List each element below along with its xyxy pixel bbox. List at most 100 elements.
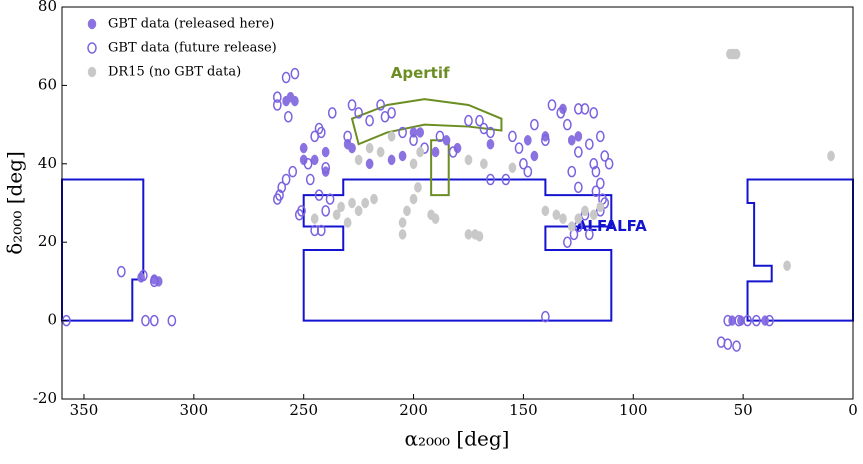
data-point bbox=[272, 91, 282, 103]
data-point bbox=[486, 126, 495, 139]
data-point bbox=[138, 269, 148, 282]
region-label: ALFALFA bbox=[576, 217, 647, 235]
x-tick-label: 250 bbox=[289, 401, 318, 419]
data-point bbox=[547, 99, 557, 111]
x-tick-label: 200 bbox=[399, 401, 428, 419]
data-point bbox=[409, 134, 418, 147]
data-point bbox=[305, 173, 315, 186]
data-point bbox=[574, 213, 583, 224]
data-point bbox=[523, 135, 532, 146]
data-point bbox=[398, 217, 407, 228]
data-point bbox=[501, 173, 511, 186]
data-point bbox=[530, 118, 539, 131]
data-point bbox=[354, 154, 363, 166]
data-point bbox=[272, 99, 282, 111]
data-point bbox=[480, 158, 488, 170]
legend-marker bbox=[87, 42, 97, 54]
data-point bbox=[523, 165, 533, 178]
data-point bbox=[398, 150, 407, 162]
y-tick-label: 20 bbox=[38, 232, 57, 250]
data-point bbox=[365, 142, 374, 154]
data-point bbox=[751, 314, 761, 327]
data-point bbox=[519, 158, 528, 170]
data-point bbox=[398, 126, 407, 139]
region-outline bbox=[61, 178, 145, 322]
data-point bbox=[596, 201, 605, 213]
x-tick-label: 0 bbox=[848, 401, 858, 419]
x-tick-label: 100 bbox=[619, 401, 648, 419]
data-point bbox=[589, 209, 598, 221]
data-point bbox=[387, 107, 396, 119]
data-point bbox=[827, 150, 835, 162]
data-point bbox=[475, 114, 484, 127]
data-point bbox=[541, 131, 550, 142]
data-point bbox=[591, 165, 601, 178]
data-point bbox=[541, 310, 550, 323]
data-point bbox=[354, 107, 363, 119]
region-outline bbox=[746, 178, 854, 322]
data-point bbox=[416, 127, 424, 138]
data-point bbox=[556, 107, 566, 119]
data-point bbox=[303, 158, 313, 170]
x-axis-label: α₂₀₀₀ [deg] bbox=[405, 427, 510, 451]
data-point bbox=[283, 111, 293, 123]
data-point bbox=[347, 99, 357, 111]
data-point bbox=[563, 236, 572, 248]
data-point bbox=[567, 165, 577, 178]
data-point bbox=[387, 154, 396, 166]
legend-label: GBT data (future release) bbox=[108, 41, 277, 56]
data-point bbox=[290, 67, 300, 80]
data-point bbox=[765, 314, 774, 327]
legend-label: DR15 (no GBT data) bbox=[108, 65, 241, 80]
x-tick-label: 150 bbox=[509, 401, 538, 419]
data-point bbox=[288, 165, 298, 178]
data-point bbox=[732, 48, 741, 60]
data-point bbox=[387, 131, 396, 142]
data-point bbox=[604, 158, 614, 170]
data-point bbox=[567, 221, 576, 232]
region-outline bbox=[350, 98, 503, 146]
data-point bbox=[464, 154, 473, 166]
data-point bbox=[376, 146, 385, 158]
data-point bbox=[508, 130, 517, 143]
data-point bbox=[761, 315, 769, 326]
data-point bbox=[563, 118, 572, 131]
data-point bbox=[573, 181, 583, 194]
data-point bbox=[541, 134, 550, 147]
data-point bbox=[348, 142, 356, 154]
data-point bbox=[316, 126, 326, 139]
data-point bbox=[354, 205, 363, 217]
data-point bbox=[343, 130, 352, 143]
data-point bbox=[541, 205, 550, 217]
data-point bbox=[486, 138, 495, 150]
data-point bbox=[327, 107, 337, 119]
data-point bbox=[376, 99, 385, 111]
region-outline bbox=[302, 178, 613, 322]
data-point bbox=[409, 158, 418, 170]
data-point bbox=[116, 265, 126, 278]
data-point bbox=[281, 173, 291, 186]
data-point bbox=[595, 130, 605, 143]
region-label: Apertif bbox=[391, 64, 450, 82]
data-point bbox=[291, 95, 299, 107]
data-point bbox=[321, 146, 330, 158]
data-point bbox=[365, 114, 374, 127]
data-point bbox=[332, 209, 341, 221]
data-point bbox=[321, 161, 331, 174]
data-point bbox=[403, 205, 411, 217]
legend-marker bbox=[87, 18, 97, 30]
x-tick-label: 350 bbox=[70, 401, 99, 419]
data-point bbox=[167, 314, 177, 327]
data-point bbox=[370, 193, 378, 205]
data-point bbox=[567, 135, 576, 146]
y-tick-label: 0 bbox=[47, 311, 57, 329]
data-point bbox=[574, 131, 583, 142]
data-point bbox=[475, 231, 484, 242]
data-point bbox=[282, 95, 290, 107]
data-point bbox=[277, 181, 287, 194]
y-tick-label: -20 bbox=[33, 389, 57, 407]
y-tick-label: 40 bbox=[38, 154, 57, 172]
data-point bbox=[431, 213, 440, 224]
plot-frame bbox=[61, 6, 854, 400]
